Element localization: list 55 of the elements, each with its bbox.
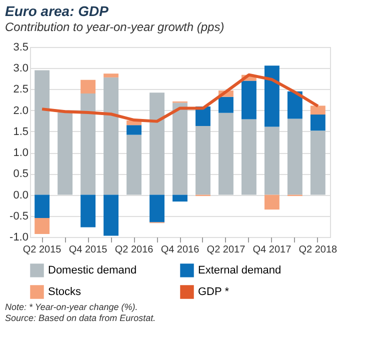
bar [34,218,50,234]
x-tick-label: Q2 2018 [298,244,338,256]
bar [264,126,280,195]
x-tick-label: Q4 2017 [252,244,292,256]
chart-subtitle: Contribution to year-on-year growth (pps) [5,20,224,34]
x-tick-label: Q4 2016 [160,244,200,256]
bar [241,119,256,195]
bar [126,125,142,135]
x-tick-label: Q2 2015 [22,244,62,256]
bar [310,106,326,115]
bar [104,194,119,236]
line-series [40,73,320,123]
y-tick-label: 1.0 [13,147,28,160]
y-tick-label: 2.0 [13,104,28,117]
bar [310,130,326,195]
bar [264,194,280,210]
bar [80,80,96,94]
y-tick-label: -1.0 [10,232,28,244]
bar [150,194,164,222]
x-tick-label: Q4 2015 [68,244,108,256]
y-tick-label: -0.5 [10,210,28,222]
chart-title: Euro area: GDP [5,3,110,19]
legend-label: External demand [198,264,282,276]
y-tick-label: 3.0 [13,62,28,75]
bar [80,194,96,228]
text: Note: * Year-on-year change (%). [5,302,138,312]
x-tick-label: Q2 2016 [114,244,154,256]
bar [150,92,164,195]
y-tick-label: 3.5 [13,42,28,54]
legend-label: Domestic demand [48,264,137,276]
bar [241,80,256,120]
y-tick-label: 0.5 [13,168,28,180]
bar [218,112,234,195]
y-tick-label: 2.5 [13,84,28,96]
y-tick-label: 1.5 [13,126,28,138]
bar [34,194,50,218]
legend-label: GDP * [198,286,230,298]
legend-label: Stocks [48,286,82,298]
y-tick-label: 0.0 [13,189,28,202]
bar [126,134,142,195]
x-tick-label: Q2 2017 [206,244,246,256]
bar [218,96,234,113]
bar [196,126,210,195]
bar [104,77,119,195]
bar [34,70,50,195]
bar [287,91,302,119]
bar [80,93,96,195]
bar [104,74,119,78]
bar [264,66,280,127]
bar [58,112,73,195]
bar [287,118,302,195]
bar [172,194,188,202]
source-note: Source: Based on data from Eurostat. [5,313,156,323]
bar [172,102,188,195]
bar [310,114,326,131]
